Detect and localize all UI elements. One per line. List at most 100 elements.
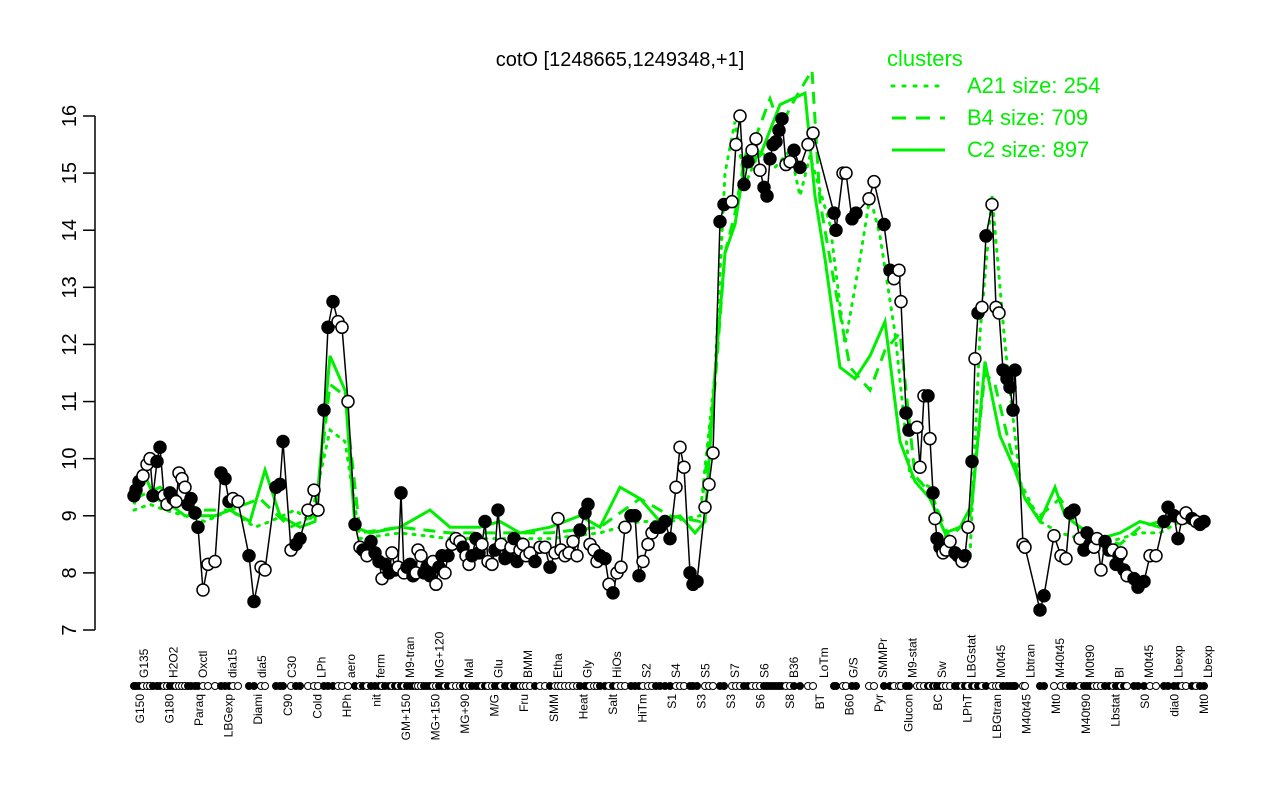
x-marker	[809, 682, 817, 690]
data-point-open	[169, 494, 183, 509]
data-point-filled	[1171, 531, 1185, 546]
x-tick-label-bottom: Paraq	[192, 694, 206, 726]
data-point-open	[196, 583, 210, 597]
data-point-open	[669, 480, 683, 494]
data-point-filled	[926, 486, 940, 500]
x-marker	[250, 682, 258, 690]
data-point-open	[1094, 563, 1108, 577]
data-point-filled	[247, 594, 261, 609]
y-tick-label: 11	[59, 391, 81, 412]
data-point-filled	[528, 554, 542, 569]
data-point-filled	[741, 154, 755, 169]
x-marker	[344, 682, 352, 690]
y-tick-label: 13	[59, 276, 81, 298]
data-point-open	[943, 534, 957, 549]
x-tick-label-bottom: S8	[783, 694, 797, 709]
y-tick-label: 15	[59, 162, 81, 184]
data-point-open	[867, 174, 881, 189]
x-tick-label-top: Bl	[1112, 667, 1126, 678]
data-point-filled	[150, 454, 164, 469]
data-point-open	[839, 166, 853, 180]
x-tick-label-top: S6	[758, 663, 772, 678]
data-point-open	[414, 549, 428, 563]
legend-entry-label: C2 size: 897	[967, 137, 1089, 162]
data-point-open	[801, 137, 815, 152]
x-tick-label-top: M9-stat	[905, 637, 919, 678]
data-point-filled	[760, 189, 774, 203]
data-point-filled	[899, 406, 913, 420]
x-marker	[234, 682, 242, 690]
data-point-filled	[772, 123, 786, 138]
data-point-filled	[348, 517, 362, 532]
x-tick-label-bottom: SMM	[547, 694, 561, 722]
data-point-filled	[628, 509, 642, 523]
x-tick-label-bottom: G180	[163, 694, 177, 724]
data-point-open	[231, 494, 245, 509]
data-point-filled	[364, 534, 378, 549]
data-point-open	[136, 469, 150, 483]
x-tick-label-top: Lbtran	[1024, 644, 1038, 678]
x-marker	[720, 682, 728, 690]
x-tick-label-top: dia5	[255, 655, 269, 678]
x-tick-label-bottom: GM+150	[399, 694, 413, 741]
data-point-filled	[849, 206, 863, 220]
y-axis: 7 8 9 10 11 12 13 14 15 16	[59, 105, 96, 636]
y-tick-label: 16	[59, 105, 81, 127]
x-marker	[296, 682, 304, 690]
data-point-open	[566, 534, 580, 549]
data-point-filled	[606, 586, 620, 600]
x-tick-label-top: S2	[639, 663, 653, 678]
data-point-open	[307, 483, 321, 497]
data-point-filled	[242, 549, 256, 563]
x-tick-label-bottom: LBGtran	[990, 694, 1004, 739]
data-point-open	[702, 477, 716, 492]
legend: clusters A21 size: 254 B4 size: 709 C2 siz…	[887, 46, 1100, 162]
data-point-filled	[763, 152, 777, 166]
data-point-filled	[787, 143, 801, 158]
data-point-open	[614, 560, 628, 574]
data-point-filled	[1197, 514, 1211, 529]
x-tick-label-bottom: B60	[842, 694, 856, 716]
x-tick-label-bottom: M40t90	[1079, 694, 1093, 734]
data-point-filled	[321, 320, 335, 335]
x-tick-label-top: B36	[787, 656, 801, 678]
x-marker	[832, 682, 840, 690]
y-tick-label: 9	[59, 510, 81, 521]
x-tick-label-top: C30	[285, 656, 299, 678]
x-tick-label-top: Sw	[935, 661, 949, 678]
data-point-filled	[921, 389, 935, 403]
data-point-filled	[491, 503, 505, 517]
data-point-open	[1047, 529, 1061, 543]
data-point-open	[677, 460, 691, 474]
data-point-open	[538, 540, 552, 554]
data-point-open	[636, 554, 650, 569]
data-point-open	[385, 546, 399, 560]
x-tick-label-bottom: S3	[724, 694, 738, 709]
x-tick-label-bottom: Salt	[606, 693, 620, 714]
data-point-open	[1149, 549, 1163, 563]
x-tick-label-bottom: M/G	[488, 694, 502, 717]
legend-title: clusters	[887, 46, 963, 71]
x-tick-label-top: ferm	[373, 654, 387, 678]
data-point-open	[618, 520, 632, 534]
x-axis: G135 H2O2 Oxctl dia15 dia5 C30 LPh aero ferm M9-t…	[130, 631, 1215, 741]
data-point-filled	[829, 223, 843, 237]
data-point-open	[745, 143, 759, 158]
x-tick-label-top: Mal	[462, 659, 476, 678]
data-point-open	[985, 197, 999, 212]
data-point-filled	[191, 520, 205, 534]
data-point-open	[806, 126, 820, 140]
data-point-filled	[632, 568, 646, 583]
data-point-open	[706, 446, 720, 460]
data-point-filled	[394, 486, 408, 500]
x-marker	[1011, 682, 1019, 690]
data-point-filled	[543, 560, 557, 574]
data-point-filled	[769, 134, 783, 149]
data-point-open	[992, 306, 1006, 320]
data-point-open	[894, 294, 908, 309]
x-tick-label-bottom: MG+150	[429, 694, 443, 741]
x-tick-label-bottom: S0	[1138, 694, 1152, 709]
data-point-open	[311, 503, 325, 517]
y-tick-label: 14	[59, 219, 81, 241]
